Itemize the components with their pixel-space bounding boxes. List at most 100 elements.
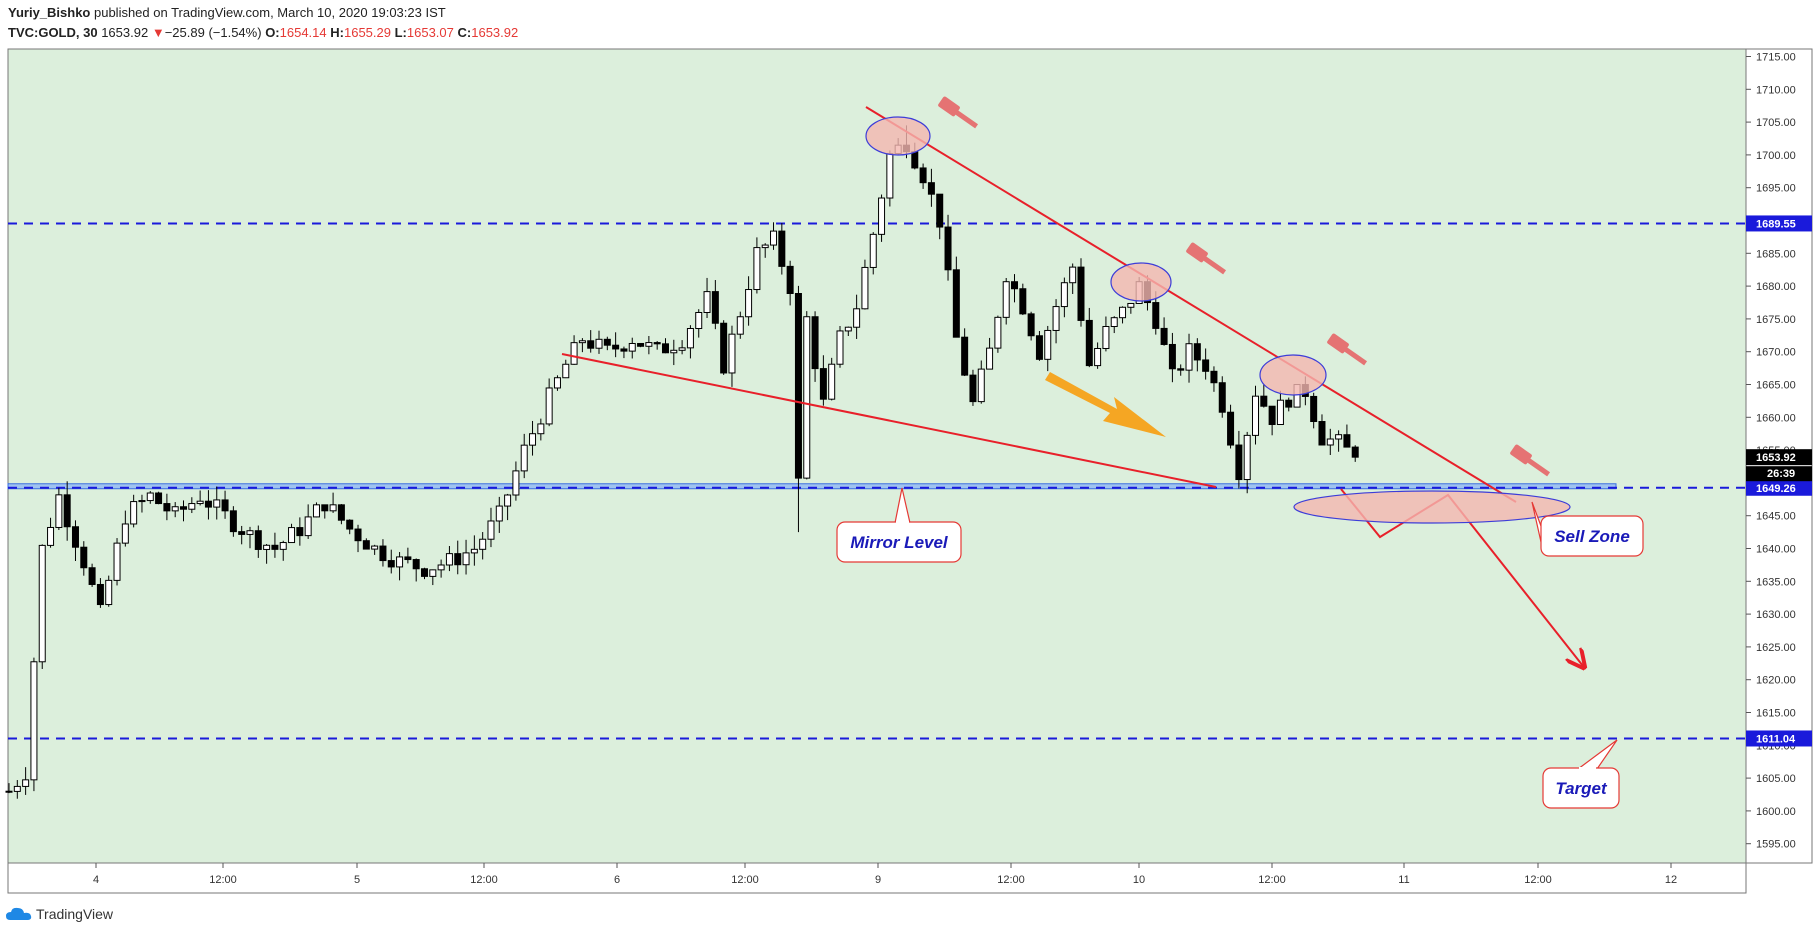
candle-body <box>105 579 113 606</box>
candle-body <box>853 308 861 328</box>
tradingview-logo[interactable]: TradingView <box>6 906 113 922</box>
hammer-handle <box>1524 456 1551 477</box>
level-price-badge <box>1746 730 1812 747</box>
candle-body <box>71 526 79 548</box>
candle-body <box>911 151 919 169</box>
resistance-trendline <box>865 106 1517 503</box>
close-value: 1653.92 <box>471 25 519 40</box>
mirror-level-label: Mirror Level <box>850 533 949 552</box>
support-trendline <box>561 353 1217 488</box>
candle-body <box>1202 359 1210 372</box>
y-tick-label: 1630.00 <box>1756 609 1796 621</box>
candle-body <box>670 349 678 354</box>
candle-body <box>1035 335 1043 360</box>
plot-area[interactable] <box>7 48 1747 864</box>
candle-body <box>96 583 104 606</box>
candle-body <box>80 546 88 569</box>
candle-body <box>603 338 611 346</box>
candle-body <box>1077 266 1085 321</box>
candle-body <box>1127 302 1135 308</box>
publish-info: Yuriy_Bishko published on TradingView.co… <box>8 5 446 20</box>
callout-joint <box>896 521 909 524</box>
candle-body <box>329 504 337 512</box>
candle-body <box>1119 306 1127 319</box>
candle-body <box>1052 306 1060 331</box>
x-tick-label: 11 <box>1398 874 1409 886</box>
target-callout: Target <box>1542 739 1620 809</box>
candle-body <box>188 503 196 510</box>
candle-body <box>1002 281 1010 318</box>
candle-body <box>304 516 312 537</box>
candle-body <box>1335 434 1343 440</box>
open-value: 1654.14 <box>279 25 327 40</box>
publish-text: published on TradingView.com, March 10, … <box>90 5 446 20</box>
candle-body <box>1260 395 1268 407</box>
candle-body <box>578 340 586 344</box>
candle-body <box>404 556 412 561</box>
candle-body <box>171 506 179 512</box>
author-name[interactable]: Yuriy_Bishko <box>8 5 91 20</box>
y-tick-label: 1705.00 <box>1756 117 1796 129</box>
y-tick-label: 1665.00 <box>1756 380 1796 392</box>
candle-body <box>354 528 362 542</box>
candle-body <box>412 559 420 570</box>
callout-joint <box>1579 767 1596 770</box>
x-axis: 4 12:00 5 12:00 6 12:00 9 12:00 10 12:00 11 12:00 12 <box>93 863 1677 886</box>
candle-body <box>553 377 561 389</box>
hammer-icon <box>1186 242 1227 275</box>
y-tick-label: 1645.00 <box>1756 511 1796 523</box>
candle-body <box>371 545 379 550</box>
candle-body <box>1210 370 1218 384</box>
candle-body <box>977 368 985 403</box>
candle-body <box>778 230 786 267</box>
candle-body <box>1227 411 1235 446</box>
y-tick-label: 1670.00 <box>1756 347 1796 359</box>
high-value: 1655.29 <box>343 25 391 40</box>
candle-body <box>653 342 661 345</box>
candle-body <box>1326 438 1334 446</box>
price-change: −25.89 (−1.54%) <box>164 25 262 40</box>
candle-body <box>661 343 669 354</box>
candle-body <box>1276 399 1284 426</box>
callout-pointer <box>894 487 911 524</box>
candle-body <box>121 523 129 544</box>
x-tick-label: 12:00 <box>209 874 237 886</box>
candle-body <box>703 291 711 313</box>
candle-body <box>803 316 811 479</box>
candle-body <box>321 504 329 512</box>
candle-body <box>1177 368 1185 371</box>
candle-body <box>155 492 163 505</box>
last-price: 1653.92 <box>101 25 149 40</box>
candle-body <box>5 790 13 793</box>
candle-body <box>88 567 96 585</box>
candle-body <box>969 374 977 403</box>
callout-box <box>1540 515 1644 557</box>
candle-body <box>495 505 503 522</box>
candle-body <box>529 433 537 446</box>
candle-body <box>1027 313 1035 337</box>
candle-body <box>30 661 38 781</box>
candle-body <box>1318 421 1326 446</box>
price-labels: 1689.55 1649.26 1611.04 1653.92 26:39 <box>1746 215 1812 747</box>
high-label: H: <box>330 25 344 40</box>
candle-body <box>919 167 927 184</box>
candle-body <box>861 266 869 310</box>
candle-body <box>545 387 553 425</box>
countdown-badge <box>1746 466 1812 482</box>
candle-body <box>1011 281 1019 290</box>
candle-body <box>1044 329 1052 360</box>
candle-body <box>520 444 528 472</box>
low-label: L: <box>394 25 407 40</box>
candle-body <box>1285 399 1293 408</box>
candle-body <box>487 520 495 540</box>
candle-body <box>47 526 55 546</box>
low-value: 1653.07 <box>406 25 454 40</box>
candle-body <box>944 226 952 271</box>
hammer-handle <box>1341 345 1368 366</box>
candle-body <box>296 527 304 537</box>
candle-body <box>1185 343 1193 371</box>
candle-body <box>1110 317 1118 328</box>
time-scale[interactable] <box>7 862 1747 894</box>
candle-body <box>587 340 595 349</box>
